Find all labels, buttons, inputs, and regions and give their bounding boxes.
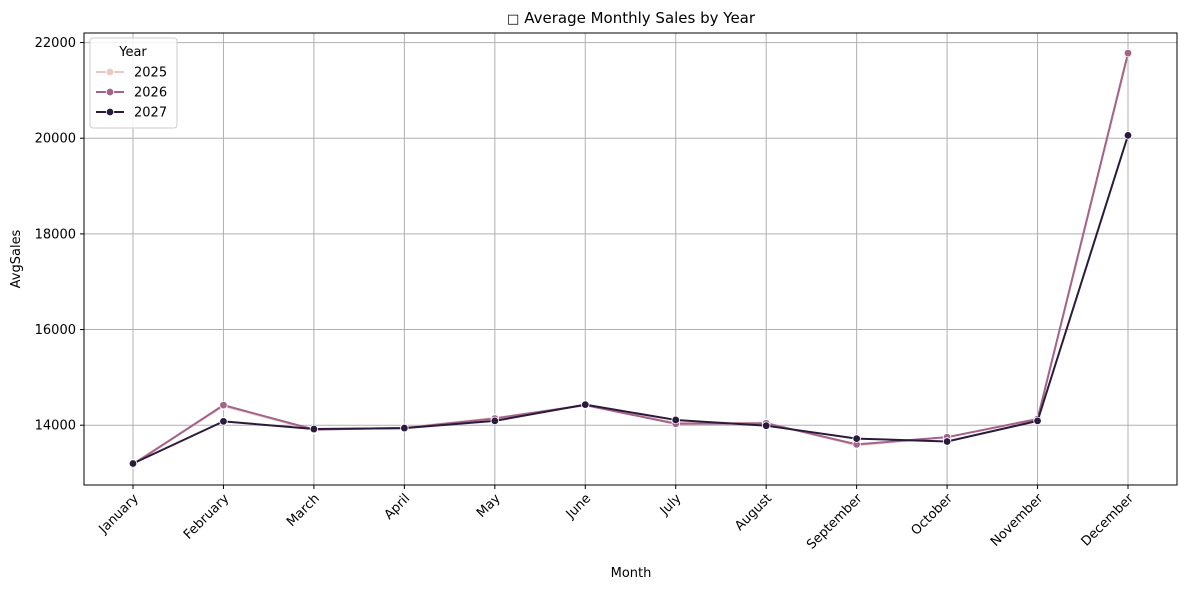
data-point bbox=[490, 416, 500, 426]
y-tick-label: 18000 bbox=[35, 227, 76, 242]
series-line-2027 bbox=[132, 135, 1129, 465]
legend-entry-2026: 2026 bbox=[96, 86, 167, 101]
series-line-2026 bbox=[132, 52, 1129, 466]
legend-marker bbox=[105, 107, 115, 117]
data-point bbox=[219, 400, 228, 410]
data-point bbox=[1123, 48, 1133, 58]
data-point bbox=[1123, 131, 1133, 140]
x-axis-label: Month bbox=[611, 566, 652, 581]
series-layer bbox=[128, 48, 1133, 469]
legend: Year 2025 2026 2027 bbox=[89, 37, 178, 129]
data-point bbox=[400, 423, 409, 433]
grid-lines bbox=[84, 33, 1177, 485]
plot-frame bbox=[83, 32, 1178, 486]
data-point bbox=[219, 417, 228, 426]
y-tick-label: 20000 bbox=[35, 132, 76, 147]
legend-label: 2026 bbox=[134, 86, 167, 101]
y-tick-label: 14000 bbox=[35, 419, 76, 434]
data-point bbox=[761, 421, 771, 430]
legend-label: 2027 bbox=[134, 106, 167, 121]
legend-marker bbox=[105, 67, 115, 77]
y-tick-label: 22000 bbox=[35, 36, 76, 51]
legend-entries: 2025 2026 2027 bbox=[96, 66, 167, 121]
legend-box bbox=[89, 37, 178, 129]
legend-title: Year bbox=[118, 45, 147, 60]
y-axis: 14000 16000 18000 20000 22000 bbox=[35, 36, 84, 434]
legend-marker bbox=[105, 87, 115, 97]
data-point bbox=[128, 459, 138, 468]
data-point bbox=[1033, 416, 1042, 426]
chart-title: □ Average Monthly Sales by Year bbox=[507, 9, 756, 27]
data-point bbox=[309, 424, 319, 434]
data-point bbox=[581, 400, 590, 409]
series-2027 bbox=[128, 131, 1133, 468]
data-point bbox=[852, 434, 861, 443]
y-tick-label: 16000 bbox=[35, 323, 76, 338]
data-point bbox=[942, 437, 952, 446]
legend-label: 2025 bbox=[134, 66, 167, 81]
title-glyph: □ bbox=[507, 12, 519, 27]
legend-entry-2025: 2025 bbox=[96, 66, 167, 81]
data-point bbox=[671, 415, 680, 425]
title-text: Average Monthly Sales by Year bbox=[524, 9, 756, 27]
y-axis-label: AvgSales bbox=[9, 229, 24, 288]
legend-entry-2027: 2027 bbox=[96, 106, 167, 121]
